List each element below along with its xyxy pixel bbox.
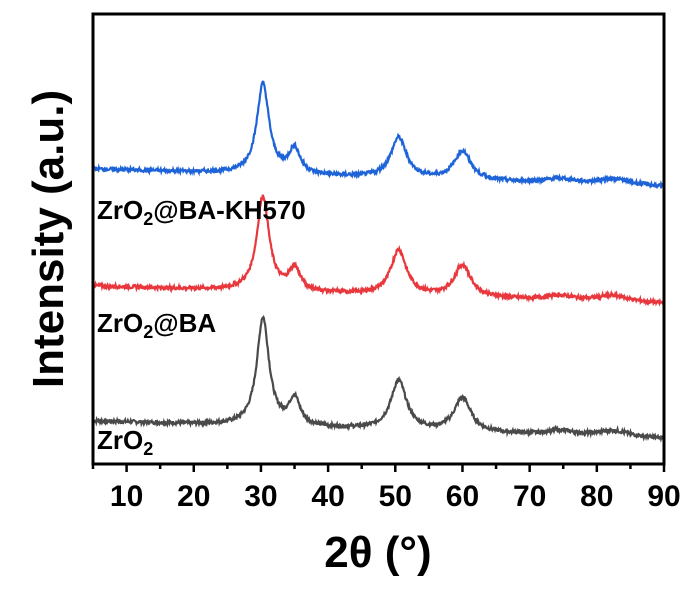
x-axis-ticks: [91, 464, 666, 472]
series-label: ZrO2@BA: [97, 308, 216, 342]
x-tick-label: 80: [580, 480, 613, 513]
x-axis-tick-labels: 10 20 30 40 50 60 70 80 90: [110, 480, 681, 513]
x-tick-label: 70: [513, 480, 546, 513]
series-label: ZrO2: [97, 425, 153, 459]
x-tick-label: 20: [177, 480, 210, 513]
series-line-zro2-ba-kh570: [92, 80, 665, 190]
series-line-zro2: [92, 315, 665, 443]
y-axis-title: Intensity (a.u.): [24, 90, 73, 388]
series-line-zro2-ba: [91, 194, 665, 307]
x-tick-label: 30: [244, 480, 277, 513]
series-layer: [91, 80, 665, 443]
series-label: ZrO2@BA-KH570: [97, 195, 306, 229]
x-tick-label: 40: [311, 480, 344, 513]
x-tick-label: 90: [647, 480, 680, 513]
series-labels: ZrO2 ZrO2@BA ZrO2@BA-KH570: [97, 195, 306, 459]
x-axis-title: 2θ (°): [324, 528, 431, 577]
x-tick-label: 50: [379, 480, 412, 513]
plot-frame: [91, 12, 666, 466]
x-tick-label: 10: [110, 480, 143, 513]
x-tick-label: 60: [446, 480, 479, 513]
